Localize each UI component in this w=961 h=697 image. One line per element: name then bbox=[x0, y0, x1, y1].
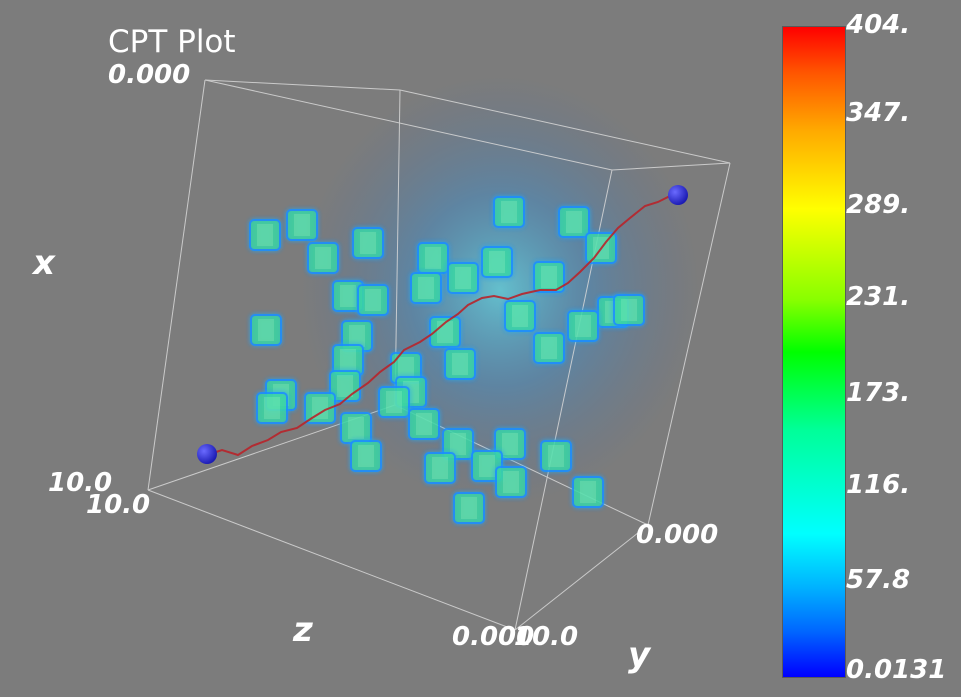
cube-cell bbox=[352, 227, 384, 259]
cube-cell bbox=[471, 450, 503, 482]
y-axis-label: y bbox=[628, 635, 651, 675]
cube-cell bbox=[350, 440, 382, 472]
x-axis-label: x bbox=[33, 243, 55, 283]
cube-cell bbox=[429, 316, 461, 348]
cube-cell bbox=[493, 196, 525, 228]
cube-cell bbox=[494, 428, 526, 460]
colorbar-tick: 116. bbox=[846, 470, 911, 500]
z-axis-max-label-2: 10.0 bbox=[86, 490, 151, 520]
cube-cell bbox=[332, 344, 364, 376]
colorbar bbox=[782, 26, 846, 678]
y-axis-min-label-1: 0.000 bbox=[636, 520, 719, 550]
path-start-marker[interactable] bbox=[197, 444, 217, 464]
cube-cell bbox=[357, 284, 389, 316]
cube-cell bbox=[481, 246, 513, 278]
cube-cell bbox=[410, 272, 442, 304]
colorbar-tick: 231. bbox=[846, 282, 911, 312]
cube-cell bbox=[504, 300, 536, 332]
colorbar-tick: 0.0131 bbox=[846, 655, 947, 685]
cube-cell bbox=[424, 452, 456, 484]
y-axis-max-label: 10.0 bbox=[514, 622, 579, 652]
cube-cell bbox=[249, 219, 281, 251]
cube-cell bbox=[444, 348, 476, 380]
colorbar-tick: 289. bbox=[846, 190, 911, 220]
cube-cell bbox=[256, 392, 288, 424]
cube-cell bbox=[304, 392, 336, 424]
cube-cell bbox=[572, 476, 604, 508]
cube-cell bbox=[332, 280, 364, 312]
colorbar-tick: 173. bbox=[846, 378, 911, 408]
colorbar-tick: 404. bbox=[846, 10, 911, 40]
cube-cell bbox=[540, 440, 572, 472]
path-end-marker[interactable] bbox=[668, 185, 688, 205]
cube-cell bbox=[495, 466, 527, 498]
cube-cell bbox=[340, 412, 372, 444]
colorbar-tick: 57.8 bbox=[846, 565, 911, 595]
cube-cell bbox=[286, 209, 318, 241]
z-axis-label: z bbox=[293, 610, 313, 650]
cube-cell bbox=[408, 408, 440, 440]
cube-cell bbox=[447, 262, 479, 294]
cube-cell bbox=[378, 386, 410, 418]
z-axis-max-label-1: 10.0 bbox=[48, 468, 113, 498]
cube-cell bbox=[417, 242, 449, 274]
cube-cell bbox=[533, 261, 565, 293]
cube-cell bbox=[453, 492, 485, 524]
y-axis-min-label-2: 0.000 bbox=[452, 622, 535, 652]
trajectory-path bbox=[206, 194, 679, 457]
cube-cell bbox=[250, 314, 282, 346]
x-axis-min-label: 0.000 bbox=[108, 60, 191, 90]
cube-cell bbox=[613, 294, 645, 326]
cube-cell bbox=[307, 242, 339, 274]
cube-cell bbox=[558, 206, 590, 238]
plot-title: CPT Plot bbox=[108, 24, 236, 60]
cube-cell bbox=[533, 332, 565, 364]
cube-cell bbox=[567, 310, 599, 342]
cube-cell bbox=[442, 428, 474, 460]
colorbar-tick: 347. bbox=[846, 98, 911, 128]
